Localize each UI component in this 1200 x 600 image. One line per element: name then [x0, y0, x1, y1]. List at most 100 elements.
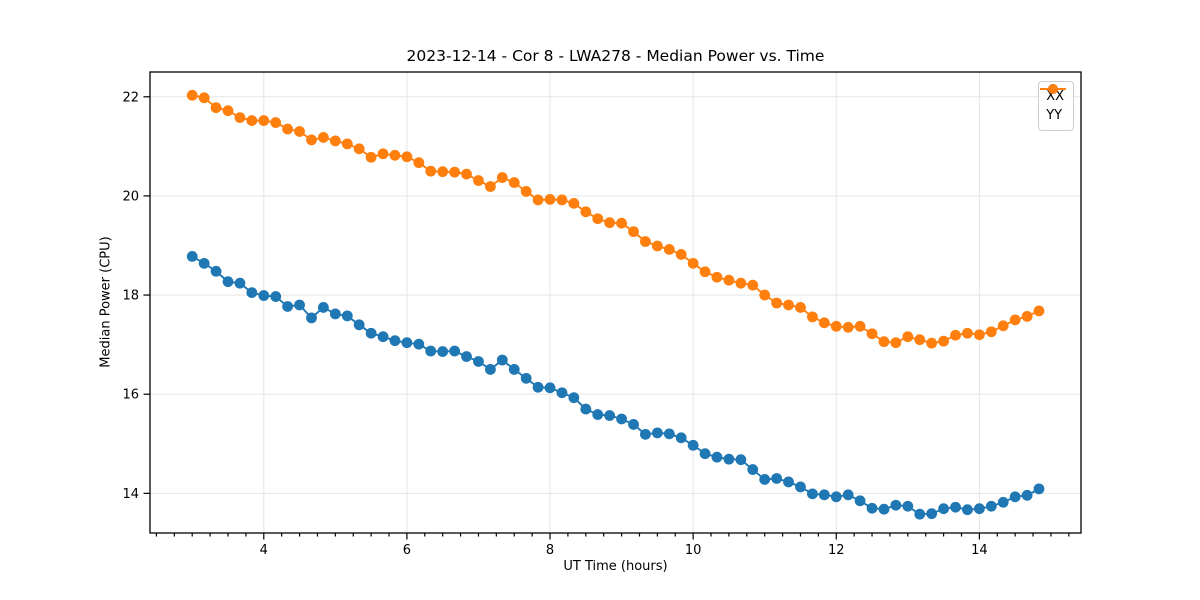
- data-point: [687, 257, 699, 269]
- data-point: [258, 115, 270, 126]
- data-point: [663, 244, 675, 255]
- data-point: [341, 138, 353, 150]
- data-point: [985, 500, 997, 512]
- data-point: [842, 489, 854, 501]
- data-point: [580, 206, 592, 218]
- data-point: [246, 287, 258, 298]
- data-point: [353, 319, 365, 331]
- data-point: [640, 428, 651, 440]
- data-point: [854, 495, 866, 507]
- data-point: [270, 117, 282, 128]
- data-point: [234, 112, 246, 123]
- data-point: [496, 172, 508, 183]
- data-point: [413, 338, 425, 350]
- data-point: [1021, 310, 1033, 322]
- data-point: [246, 115, 258, 126]
- data-point: [914, 334, 926, 346]
- legend-line-marker-icon: [1040, 84, 1067, 94]
- data-point: [353, 143, 365, 155]
- data-point: [270, 291, 282, 302]
- data-point: [723, 274, 735, 286]
- data-point: [389, 149, 401, 161]
- data-point: [830, 491, 842, 503]
- data-point: [294, 299, 305, 311]
- data-point: [210, 265, 222, 277]
- data-point: [473, 175, 484, 186]
- data-point: [675, 432, 687, 444]
- data-point: [508, 177, 520, 188]
- data-point: [186, 89, 198, 101]
- data-point: [950, 501, 961, 513]
- data-point: [771, 297, 783, 309]
- data-point: [640, 236, 651, 247]
- data-point: [723, 453, 735, 465]
- y-axis-label: Median Power (CPU): [98, 236, 114, 368]
- data-point: [914, 508, 926, 520]
- data-point: [568, 197, 580, 209]
- data-point: [926, 337, 938, 349]
- data-point: [377, 148, 389, 160]
- data-point: [997, 496, 1009, 508]
- data-point: [783, 299, 794, 311]
- legend-entry-yy: YY: [1040, 84, 1067, 125]
- y-tick-label: 16: [122, 388, 139, 403]
- data-point: [807, 311, 818, 323]
- data-point: [580, 403, 592, 415]
- data-point: [711, 271, 723, 283]
- data-point: [735, 454, 747, 466]
- data-point: [1009, 314, 1021, 326]
- plot-border: [149, 71, 1082, 534]
- x-tick-label: 4: [260, 543, 268, 558]
- data-point: [544, 382, 556, 394]
- data-point: [902, 500, 914, 512]
- data-point: [365, 151, 377, 163]
- data-point: [711, 451, 723, 463]
- data-point: [222, 105, 234, 117]
- data-point: [616, 413, 627, 425]
- data-point: [842, 321, 854, 333]
- data-point: [747, 279, 759, 291]
- x-tick-label: 12: [828, 543, 845, 558]
- data-point: [651, 240, 663, 252]
- data-point: [1033, 305, 1045, 317]
- data-point: [592, 213, 604, 225]
- data-point: [532, 381, 544, 393]
- data-point: [425, 165, 437, 177]
- x-tick-label: 10: [685, 543, 702, 558]
- data-point: [258, 290, 270, 301]
- data-point: [890, 499, 902, 511]
- data-point: [556, 387, 568, 399]
- legend-label-yy: YY: [1046, 108, 1063, 123]
- data-point: [818, 489, 830, 501]
- data-point: [317, 132, 329, 143]
- data-point: [449, 345, 461, 357]
- data-point: [210, 102, 222, 114]
- data-point: [866, 328, 878, 340]
- grid-lines: [150, 72, 1081, 533]
- data-point: [854, 320, 866, 332]
- data-point: [1009, 491, 1021, 503]
- y-tick-label: 18: [122, 289, 139, 304]
- data-point: [317, 302, 329, 313]
- data-point: [520, 372, 532, 384]
- data-point: [866, 502, 878, 514]
- data-point: [747, 464, 759, 475]
- data-point: [306, 134, 317, 146]
- data-point: [830, 320, 842, 332]
- y-tick-label: 22: [122, 90, 139, 105]
- chart-title: 2023-12-14 - Cor 8 - LWA278 - Median Pow…: [406, 47, 825, 65]
- data-point: [556, 194, 568, 206]
- data-point: [592, 409, 604, 420]
- data-point: [329, 135, 341, 147]
- data-point: [628, 419, 639, 430]
- data-point: [687, 439, 699, 451]
- data-point: [532, 194, 544, 206]
- data-point: [365, 327, 377, 339]
- data-point: [198, 92, 210, 104]
- data-point: [294, 126, 305, 137]
- data-point: [186, 251, 198, 262]
- data-point: [962, 327, 973, 339]
- data-point: [604, 217, 616, 229]
- data-point: [437, 346, 449, 357]
